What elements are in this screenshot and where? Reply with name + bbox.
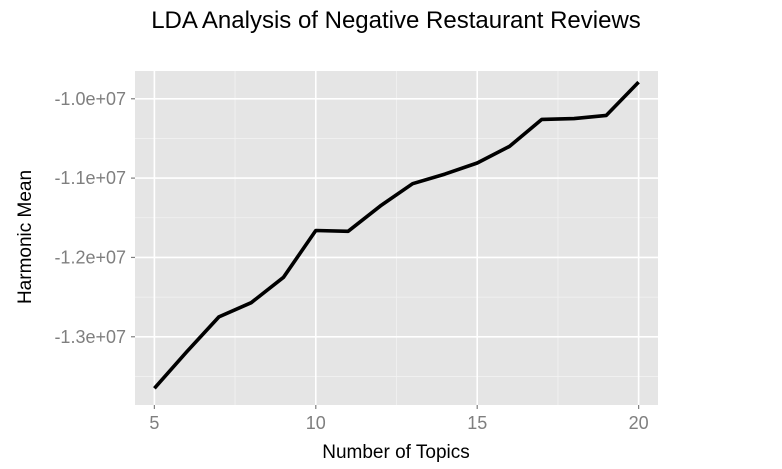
y-tick-label: -1.1e+07: [54, 168, 126, 188]
x-tick-label: 5: [149, 413, 159, 433]
x-axis-title: Number of Topics: [322, 442, 470, 463]
x-tick-label: 15: [467, 413, 487, 433]
x-tick-label: 10: [306, 413, 326, 433]
x-tick-label: 20: [629, 413, 649, 433]
plot-area: 5 10 15 20 -1.3e+07 -1.2e+07 -1.1e+07 -1.0e+07: [54, 71, 658, 433]
y-axis-title: Harmonic Mean: [15, 170, 36, 304]
y-tick-label: -1.3e+07: [54, 327, 126, 347]
y-tick-label: -1.0e+07: [54, 89, 126, 109]
y-tick-label: -1.2e+07: [54, 247, 126, 267]
chart-title: LDA Analysis of Negative Restaurant Revi…: [151, 7, 641, 34]
series-line: [153, 80, 640, 390]
